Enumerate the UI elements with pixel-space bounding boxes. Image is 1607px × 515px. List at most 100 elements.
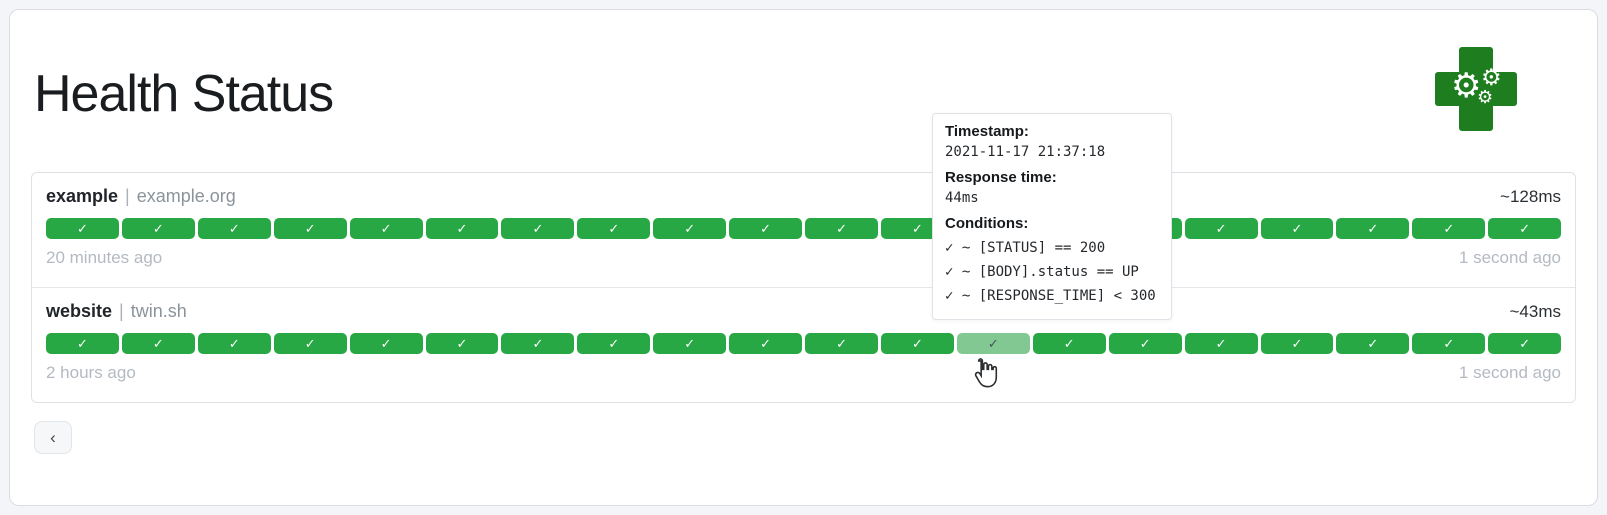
health-tile[interactable]: ✓ (1412, 218, 1486, 240)
check-icon: ✓ (532, 335, 544, 351)
check-icon: ✓ (1063, 335, 1075, 351)
health-tile[interactable]: ✓ (1336, 218, 1410, 240)
health-tile[interactable]: ✓ (349, 218, 423, 240)
health-tile[interactable]: ✓ (501, 333, 575, 355)
health-tile[interactable]: ✓ (501, 218, 575, 240)
health-tile[interactable]: ✓ (1184, 333, 1258, 355)
tooltip-conditions-list: ✓ ~ [STATUS] == 200 ✓ ~ [BODY].status == … (945, 236, 1159, 308)
tooltip-timestamp-value: 2021-11-17 21:37:18 (945, 144, 1106, 160)
endpoint-header: website | twin.sh ~43ms (46, 301, 1561, 322)
health-tile-hovered[interactable]: ✓ (956, 333, 1030, 355)
result-tooltip: Timestamp: 2021-11-17 21:37:18 Response … (932, 113, 1172, 321)
health-tile[interactable]: ✓ (577, 333, 651, 355)
health-tile[interactable]: ✓ (1032, 333, 1106, 355)
check-icon: ✓ (77, 335, 88, 351)
logo-cross-horizontal (1435, 72, 1517, 106)
health-tile[interactable]: ✓ (729, 333, 803, 355)
tooltip-timestamp-label: Timestamp: (945, 123, 1029, 140)
health-tile[interactable]: ✓ (1260, 333, 1334, 355)
endpoint-host: twin.sh (130, 301, 187, 322)
health-tile[interactable]: ✓ (729, 218, 803, 240)
endpoint-response-time: ~128ms (1500, 187, 1561, 207)
condition-result: ✓ ~ [STATUS] == 200 (945, 240, 1106, 256)
chevron-left-icon: ‹ (50, 427, 56, 447)
health-tile[interactable]: ✓ (653, 218, 727, 240)
check-icon: ✓ (77, 220, 88, 236)
check-icon: ✓ (456, 220, 468, 236)
gear-icon: ⚙ (1481, 65, 1502, 91)
health-tile[interactable]: ✓ (1488, 218, 1562, 240)
check-icon: ✓ (1443, 220, 1455, 236)
health-tiles: ✓ ✓ ✓ ✓ ✓ ✓ ✓ ✓ ✓ ✓ ✓ ✓ ✓ ✓ ✓ ✓ ✓ ✓ ✓ ✓ (46, 333, 1562, 355)
endpoint-row: website | twin.sh ~43ms ✓ ✓ ✓ ✓ ✓ ✓ ✓ ✓ ✓ ✓ ✓ ✓ ✓ ✓ ✓ ✓… (32, 287, 1575, 402)
endpoint-oldest-timestamp: 20 minutes ago (46, 248, 163, 268)
health-tile[interactable]: ✓ (1260, 218, 1334, 240)
health-tiles: ✓✓✓✓✓✓✓✓✓✓✓✓✓✓✓✓✓✓✓✓ (46, 218, 1562, 240)
endpoint-footer: 20 minutes ago 1 second ago (46, 248, 1561, 268)
endpoint-footer: 2 hours ago 1 second ago (46, 363, 1561, 383)
health-tile[interactable]: ✓ (805, 333, 878, 355)
check-icon: ✓ (1291, 335, 1303, 351)
health-tile[interactable]: ✓ (425, 333, 499, 355)
check-icon: ✓ (684, 335, 696, 351)
check-icon: ✓ (1519, 220, 1531, 236)
health-cross-logo: ⚙ ⚙ ⚙ (1435, 47, 1517, 131)
health-tile[interactable]: ✓ (121, 333, 195, 355)
endpoint-name: website (46, 301, 113, 322)
health-tile[interactable]: ✓ (121, 218, 195, 240)
check-icon: ✓ (836, 335, 847, 351)
check-icon: ✓ (760, 220, 772, 236)
health-tile[interactable]: ✓ (805, 218, 878, 240)
tooltip-conditions-label: Conditions: (945, 215, 1029, 232)
endpoint-header: example | example.org ~128ms (46, 186, 1561, 207)
gear-icon: ⚙ (1451, 66, 1482, 106)
health-tile[interactable]: ✓ (46, 218, 119, 240)
health-tile[interactable]: ✓ (1108, 333, 1182, 355)
check-icon: ✓ (456, 335, 468, 351)
tooltip-response-label: Response time: (945, 169, 1057, 186)
endpoint-name: example (46, 186, 119, 207)
health-tile[interactable]: ✓ (1336, 333, 1410, 355)
check-icon: ✓ (684, 220, 696, 236)
endpoint-host: example.org (136, 186, 236, 207)
endpoint-newest-timestamp: 1 second ago (1458, 248, 1561, 268)
gear-icon: ⚙ (1477, 87, 1494, 108)
endpoint-response-time: ~43ms (1509, 302, 1562, 322)
check-icon: ✓ (1215, 335, 1227, 351)
health-tile[interactable]: ✓ (577, 218, 651, 240)
check-icon: ✓ (987, 335, 999, 351)
check-icon: ✓ (152, 335, 164, 351)
health-tile[interactable]: ✓ (653, 333, 727, 355)
previous-page-button[interactable]: ‹ (34, 421, 72, 455)
check-icon: ✓ (836, 220, 847, 236)
check-icon: ✓ (228, 335, 240, 351)
check-icon: ✓ (380, 220, 392, 236)
check-icon: ✓ (608, 335, 620, 351)
endpoint-row: example | example.org ~128ms ✓ ✓ ✓ ✓ ✓ ✓ ✓ ✓ ✓ ✓ ✓… (32, 173, 1575, 287)
health-tile[interactable]: ✓ (425, 218, 499, 240)
check-icon: ✓ (1291, 220, 1303, 236)
health-tile[interactable]: ✓ (1184, 218, 1258, 240)
health-tile[interactable]: ✓ (197, 218, 271, 240)
health-tile[interactable]: ✓ (197, 333, 271, 355)
main-card: Health Status ⚙ ⚙ ⚙ example | example.or… (9, 9, 1598, 506)
check-icon: ✓ (760, 335, 772, 351)
health-tile[interactable]: ✓ (880, 333, 954, 355)
health-tile[interactable]: ✓ (349, 333, 423, 355)
endpoint-separator: | (125, 186, 130, 207)
health-tile[interactable]: ✓ (46, 333, 119, 355)
tooltip-response-value: 44ms (945, 190, 979, 206)
check-icon: ✓ (1443, 335, 1455, 351)
check-icon: ✓ (228, 220, 240, 236)
health-tile[interactable]: ✓ (1488, 333, 1562, 355)
health-tile[interactable]: ✓ (273, 333, 347, 355)
check-icon: ✓ (380, 335, 392, 351)
health-tile[interactable]: ✓ (1412, 333, 1486, 355)
check-icon: ✓ (304, 335, 316, 351)
check-icon: ✓ (1367, 335, 1379, 351)
check-icon: ✓ (532, 220, 544, 236)
condition-result: ✓ ~ [RESPONSE_TIME] < 300 (945, 288, 1156, 305)
page-title: Health Status (34, 65, 334, 123)
endpoint-newest-timestamp: 1 second ago (1458, 363, 1561, 383)
health-tile[interactable]: ✓ (273, 218, 347, 240)
